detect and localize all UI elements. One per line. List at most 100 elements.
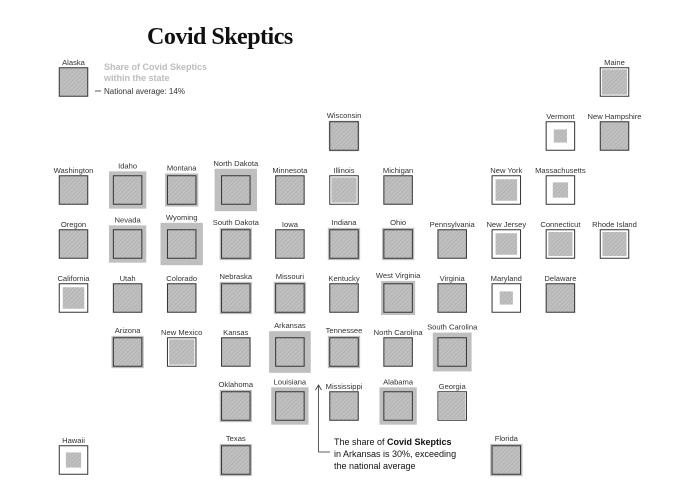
state-label-oklahoma: Oklahoma	[218, 380, 253, 389]
state-tile-nebraska: Nebraska	[220, 272, 253, 315]
share-square-new-mexico	[169, 339, 195, 365]
share-square-california	[62, 287, 85, 309]
national-average-outline-nebraska	[221, 283, 251, 313]
state-label-new-hampshire: New Hampshire	[587, 112, 641, 121]
state-tile-utah: Utah	[112, 274, 143, 313]
national-average-outline-arkansas	[275, 337, 305, 367]
share-square-georgia	[439, 392, 466, 420]
state-tile-delaware: Delaware	[544, 274, 576, 313]
state-tile-west-virginia: West Virginia	[376, 271, 421, 316]
national-average-outline-colorado	[166, 283, 197, 313]
state-label-arizona: Arizona	[115, 326, 142, 335]
state-label-delaware: Delaware	[544, 274, 576, 283]
state-tile-new-hampshire: New Hampshire	[587, 112, 642, 151]
state-label-texas: Texas	[226, 434, 246, 443]
state-label-north-carolina: North Carolina	[374, 328, 424, 337]
national-average-outline-oklahoma	[221, 391, 251, 421]
state-tile-kentucky: Kentucky	[328, 274, 360, 313]
national-average-outline-florida	[491, 445, 522, 475]
state-tile-connecticut: Connecticut	[540, 220, 581, 259]
state-label-nebraska: Nebraska	[220, 272, 253, 281]
national-average-outline-tennessee	[329, 337, 359, 367]
state-label-ohio: Ohio	[390, 218, 406, 227]
state-label-oregon: Oregon	[61, 220, 86, 229]
state-label-rhode-island: Rhode Island	[592, 220, 637, 229]
national-average-outline-washington	[58, 175, 89, 205]
state-tile-vermont: Vermont	[545, 112, 575, 151]
share-square-maine	[601, 69, 628, 95]
state-label-hawaii: Hawaii	[62, 436, 85, 445]
state-tile-arkansas: Arkansas	[269, 321, 311, 373]
state-tile-nevada: Nevada	[108, 215, 147, 263]
state-tile-virginia: Virginia	[437, 274, 467, 313]
state-label-west-virginia: West Virginia	[376, 271, 421, 280]
legend: Share of Covid Skeptics within the state…	[95, 62, 207, 96]
national-average-outline-montana	[166, 175, 197, 205]
state-tile-idaho: Idaho	[108, 161, 147, 209]
state-tile-ohio: Ohio	[381, 218, 415, 261]
state-tile-hawaii: Hawaii	[58, 436, 89, 475]
national-average-outline-south-carolina	[437, 337, 467, 367]
state-tile-louisiana: Louisiana	[271, 377, 309, 425]
national-average-outline-iowa	[275, 229, 305, 259]
state-label-kansas: Kansas	[223, 328, 249, 337]
state-tile-tennessee: Tennessee	[326, 326, 362, 369]
state-label-maryland: Maryland	[491, 274, 522, 283]
state-label-north-dakota: North Dakota	[213, 159, 259, 168]
state-tile-alaska: Alaska	[58, 58, 89, 97]
state-tile-rhode-island: Rhode Island	[592, 220, 637, 259]
state-label-montana: Montana	[167, 163, 197, 172]
state-tile-missouri: Missouri	[273, 272, 307, 315]
national-average-outline-utah	[112, 283, 143, 313]
state-label-south-carolina: South Carolina	[427, 323, 478, 332]
state-tile-south-dakota: South Dakota	[213, 218, 260, 261]
state-label-massachusetts: Massachusetts	[535, 166, 586, 175]
national-average-outline-oregon	[58, 229, 89, 259]
national-average-outline-new-hampshire	[599, 121, 630, 151]
national-average-outline-nevada	[112, 229, 143, 259]
state-label-idaho: Idaho	[118, 161, 137, 170]
state-label-south-dakota: South Dakota	[213, 218, 260, 227]
state-tile-washington: Washington	[54, 166, 93, 205]
national-average-outline-west-virginia	[383, 283, 413, 313]
state-tile-wyoming: Wyoming	[160, 213, 203, 266]
chart-title: Covid Skeptics	[147, 24, 293, 50]
share-square-hawaii	[65, 452, 82, 468]
state-label-connecticut: Connecticut	[540, 220, 581, 229]
state-tile-michigan: Michigan	[383, 166, 413, 205]
share-square-vermont	[553, 129, 567, 143]
state-tile-kansas: Kansas	[221, 328, 251, 367]
national-average-outline-louisiana	[275, 391, 305, 421]
state-tile-texas: Texas	[219, 434, 252, 477]
national-average-outline-alabama	[383, 391, 413, 421]
state-tiles: Alaska Maine Wisconsin Vermont New Hampshire…	[54, 58, 642, 477]
state-label-missouri: Missouri	[276, 272, 305, 281]
state-tile-indiana: Indiana	[327, 218, 361, 261]
annotation-line2: in Arkansas is 30%, exceeding	[334, 449, 456, 459]
state-tile-north-dakota: North Dakota	[213, 159, 259, 212]
state-tile-florida: Florida	[490, 434, 523, 477]
national-average-outline-delaware	[545, 283, 576, 313]
state-tile-mississippi: Mississippi	[326, 382, 363, 421]
state-label-mississippi: Mississippi	[326, 382, 363, 391]
share-square-new-york	[495, 179, 518, 201]
annotation-line3: the national average	[334, 461, 416, 471]
state-tile-illinois: Illinois	[329, 166, 359, 205]
legend-title-line2: within the state	[103, 73, 170, 83]
state-tile-new-jersey: New Jersey	[486, 220, 526, 259]
state-tile-new-york: New York	[490, 166, 523, 205]
state-label-illinois: Illinois	[333, 166, 354, 175]
national-average-outline-idaho	[112, 175, 143, 205]
annotation-arrow-icon	[315, 384, 322, 391]
national-average-outline-alaska	[58, 67, 89, 97]
national-average-outline-wyoming	[166, 229, 197, 259]
state-label-georgia: Georgia	[439, 382, 467, 391]
state-tile-south-carolina: South Carolina	[427, 323, 478, 372]
share-square-connecticut	[548, 231, 573, 257]
state-label-california: California	[57, 274, 90, 283]
state-tile-california: California	[57, 274, 90, 313]
legend-title-line1: Share of Covid Skeptics	[104, 62, 207, 72]
state-label-michigan: Michigan	[383, 166, 413, 175]
share-square-massachusetts	[552, 182, 569, 198]
